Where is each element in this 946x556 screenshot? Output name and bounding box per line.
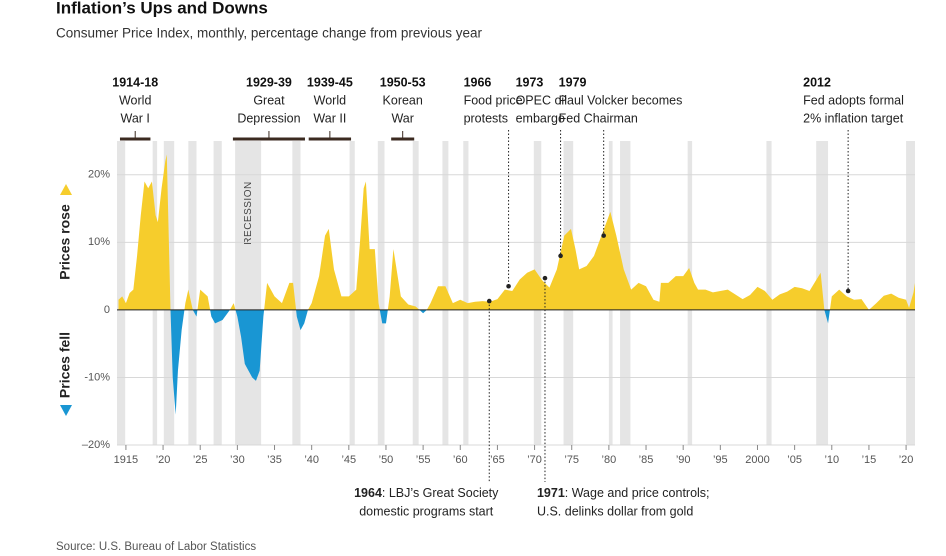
event-text: OPEC oil (516, 93, 567, 107)
recession-band (906, 141, 915, 445)
event-year: 2012 (803, 75, 831, 89)
y-tick-label: 10% (88, 236, 110, 248)
x-tick-label: ’55 (416, 454, 431, 466)
x-tick-label: ’70 (527, 454, 542, 466)
period-text: Depression (237, 111, 300, 125)
axes: 20% 10% 0 -10% –20% 1915 ’20 ’25 ’30 ’35 ’40 ’45 ’50… (82, 169, 915, 466)
event-text: domestic programs start (359, 504, 494, 518)
recession-band (766, 141, 772, 445)
chart-subtitle: Consumer Price Index, monthly, percentag… (56, 26, 482, 41)
x-tick-label: ’40 (304, 454, 319, 466)
recession-band (235, 141, 262, 445)
period-years: 1914-18 (112, 75, 158, 89)
y-tick-label: 20% (88, 169, 110, 181)
recession-band (412, 141, 419, 445)
x-tick-label: ’85 (639, 454, 654, 466)
event-point (845, 288, 851, 294)
recession-band (117, 141, 126, 445)
y-tick-label: –20% (82, 439, 110, 451)
event-text: embargo (516, 111, 565, 125)
event-year: 1979 (559, 75, 587, 89)
label-above: Prices rose (57, 204, 73, 280)
y-tick-label: 0 (104, 304, 110, 316)
x-tick-label: ’35 (267, 454, 282, 466)
event-text: 1964: LBJ’s Great Society (354, 486, 499, 500)
x-tick-label: ’65 (490, 454, 505, 466)
chart-title: Inflation’s Ups and Downs (56, 0, 268, 17)
rose-marker (60, 184, 72, 195)
period-text: War (391, 111, 413, 125)
x-tick-label: ’10 (824, 454, 839, 466)
x-tick-label: ’15 (862, 454, 877, 466)
period-years: 1950-53 (380, 75, 426, 89)
event-point (558, 253, 563, 259)
event-year: 1964 (354, 486, 382, 500)
event-point (601, 233, 606, 238)
period-text: War I (121, 111, 150, 125)
period-text: Korean (383, 93, 423, 107)
x-tick-label: ’05 (787, 454, 802, 466)
x-tick-label: ’90 (676, 454, 691, 466)
x-tick-label: ’20 (156, 454, 171, 466)
event-text: protests (464, 111, 508, 125)
period-years: 1939-45 (307, 75, 353, 89)
period-text: World (314, 93, 346, 107)
event-point (506, 283, 511, 289)
event-text: Fed Chairman (559, 111, 638, 125)
event-text: 1971: Wage and price controls; (537, 486, 710, 500)
event-text: Food price (464, 93, 523, 107)
area (118, 154, 915, 415)
event-text: Paul Volcker becomes (559, 93, 683, 107)
event-text: Fed adopts formal (803, 93, 904, 107)
recession-band (463, 141, 469, 445)
x-tick-label: ’50 (379, 454, 394, 466)
recession-band (377, 141, 385, 445)
x-tick-label: 1915 (114, 454, 138, 466)
event-text: U.S. delinks dollar from gold (537, 504, 693, 518)
x-tick-label: ’80 (602, 454, 617, 466)
recession-band (188, 141, 197, 445)
recession-label: RECESSION (243, 181, 254, 244)
event-point (542, 275, 548, 281)
period-text: War II (313, 111, 346, 125)
label-below: Prices fell (57, 332, 73, 398)
source: Source: U.S. Bureau of Labor Statistics (56, 541, 256, 553)
annotations: 1914-18 World War I 1929-39 Great Depression 1… (112, 75, 904, 518)
x-tick-label: 2000 (745, 454, 769, 466)
x-tick-label: ’75 (564, 454, 579, 466)
fell-marker (60, 405, 72, 416)
period-years: 1929-39 (246, 75, 292, 89)
x-tick-label: ’30 (230, 454, 245, 466)
period-text: World (119, 93, 151, 107)
recession-band (213, 141, 222, 445)
y-tick-label: -10% (84, 371, 110, 383)
x-tick-label: ’95 (713, 454, 728, 466)
x-tick-label: ’20 (899, 454, 914, 466)
period-text: Great (253, 93, 285, 107)
event-text: 2% inflation target (803, 111, 904, 125)
x-tick-label: ’60 (453, 454, 468, 466)
event-text-line: : Wage and price controls; (565, 486, 710, 500)
event-year: 1973 (516, 75, 544, 89)
x-tick-label: ’25 (193, 454, 208, 466)
recession-band (292, 141, 301, 445)
x-tick-label: ’45 (341, 454, 356, 466)
event-year: 1966 (464, 75, 492, 89)
event-point (486, 298, 492, 304)
area-above (118, 154, 915, 310)
recession-band (349, 141, 355, 445)
event-year: 1971 (537, 486, 565, 500)
event-text-line: : LBJ’s Great Society (382, 486, 499, 500)
